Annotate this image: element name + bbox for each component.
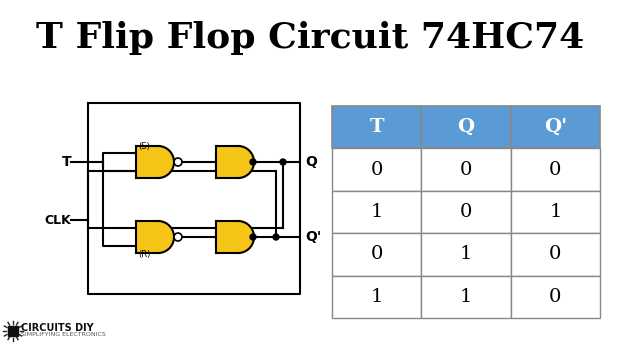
- Text: 0: 0: [460, 203, 472, 221]
- Polygon shape: [238, 221, 254, 253]
- Text: 0: 0: [371, 245, 383, 263]
- Text: T Flip Flop Circuit 74HC74: T Flip Flop Circuit 74HC74: [36, 21, 584, 55]
- Bar: [511, 106, 600, 148]
- Text: (S): (S): [138, 141, 150, 150]
- Text: 0: 0: [549, 245, 562, 263]
- Bar: [216, 221, 238, 253]
- Bar: [511, 276, 600, 318]
- Text: Q: Q: [458, 118, 474, 136]
- Bar: [422, 191, 511, 233]
- Circle shape: [273, 234, 279, 240]
- Polygon shape: [158, 146, 174, 178]
- Text: 0: 0: [549, 161, 562, 179]
- Text: Q': Q': [305, 230, 321, 244]
- Text: 0: 0: [549, 288, 562, 306]
- Bar: [422, 233, 511, 276]
- Bar: [422, 106, 511, 148]
- Bar: [511, 148, 600, 191]
- Bar: [8, 326, 18, 336]
- Text: T: T: [61, 155, 71, 169]
- Bar: [511, 191, 600, 233]
- Text: Q': Q': [544, 118, 567, 136]
- Bar: [422, 276, 511, 318]
- Bar: [332, 148, 422, 191]
- Bar: [332, 276, 422, 318]
- Polygon shape: [158, 221, 174, 253]
- Text: (R): (R): [138, 251, 151, 260]
- Text: CLK: CLK: [44, 214, 71, 227]
- Bar: [136, 146, 158, 178]
- Text: 1: 1: [549, 203, 562, 221]
- Text: 1: 1: [460, 288, 472, 306]
- Bar: [216, 146, 238, 178]
- Bar: [332, 106, 422, 148]
- Bar: [332, 233, 422, 276]
- Text: SIMPLIFYING ELECTRONICS: SIMPLIFYING ELECTRONICS: [21, 333, 106, 337]
- Circle shape: [174, 158, 182, 166]
- Bar: [511, 233, 600, 276]
- Text: 1: 1: [460, 245, 472, 263]
- Bar: [422, 148, 511, 191]
- Text: 0: 0: [371, 161, 383, 179]
- Text: T: T: [370, 118, 384, 136]
- Bar: [136, 221, 158, 253]
- Polygon shape: [238, 146, 254, 178]
- Text: 1: 1: [371, 203, 383, 221]
- Text: CIRCUITS DIY: CIRCUITS DIY: [21, 323, 94, 333]
- Circle shape: [174, 233, 182, 241]
- Text: Q: Q: [305, 155, 317, 169]
- Text: 1: 1: [371, 288, 383, 306]
- Circle shape: [250, 234, 256, 240]
- Bar: [332, 191, 422, 233]
- Text: 0: 0: [460, 161, 472, 179]
- Circle shape: [250, 159, 256, 165]
- Circle shape: [280, 159, 286, 165]
